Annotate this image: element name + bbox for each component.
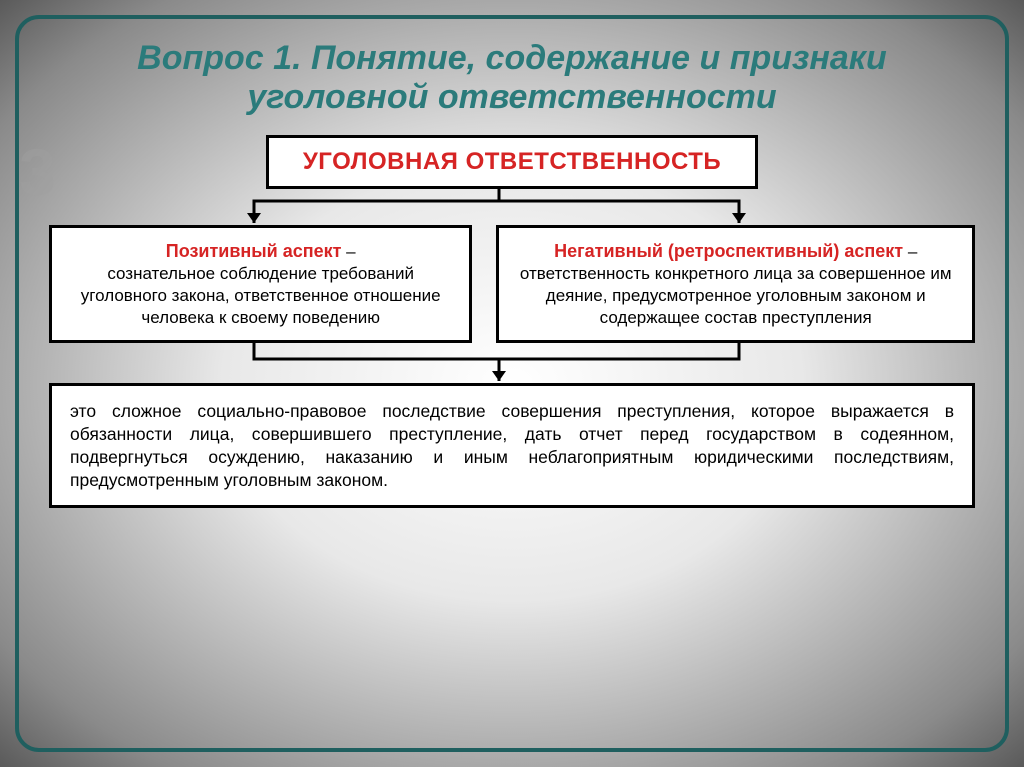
- main-concept-label: УГОЛОВНАЯ ОТВЕТСТВЕННОСТЬ: [303, 148, 721, 175]
- definition-text: это сложное социально-правовое последств…: [70, 401, 954, 489]
- positive-aspect-text: сознательное соблюдение требований уголо…: [81, 264, 441, 327]
- connector-split: [49, 189, 975, 225]
- negative-aspect-title: Негативный (ретроспективный) аспект: [554, 241, 903, 261]
- positive-aspect-box: Позитивный аспект – сознательное соблюде…: [49, 225, 472, 343]
- main-concept-box: УГОЛОВНАЯ ОТВЕТСТВЕННОСТЬ: [266, 135, 758, 189]
- negative-aspect-text: ответственность конкретного лица за сове…: [520, 264, 952, 327]
- definition-box: это сложное социально-правовое последств…: [49, 383, 975, 508]
- positive-aspect-dash: –: [341, 242, 355, 261]
- slide-title: Вопрос 1. Понятие, содержание и признаки…: [49, 39, 975, 117]
- positive-aspect-title: Позитивный аспект: [166, 241, 342, 261]
- slide: 3 Вопрос 1. Понятие, содержание и призна…: [0, 0, 1024, 767]
- negative-aspect-dash: –: [903, 242, 917, 261]
- negative-aspect-box: Негативный (ретроспективный) аспект – от…: [496, 225, 975, 343]
- aspects-row: Позитивный аспект – сознательное соблюде…: [49, 225, 975, 343]
- slide-frame: 3 Вопрос 1. Понятие, содержание и призна…: [15, 15, 1009, 752]
- connector-merge: [49, 343, 975, 383]
